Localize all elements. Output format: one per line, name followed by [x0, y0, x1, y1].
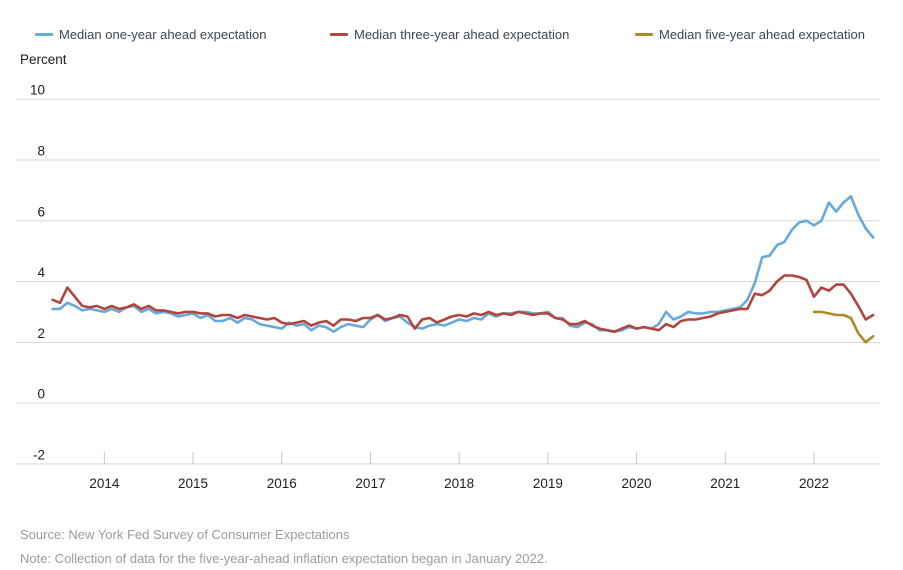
legend-item-one-year: Median one-year ahead expectation [35, 26, 266, 42]
five-year-line-swatch [635, 32, 653, 36]
legend-label-three-year: Median three-year ahead expectation [354, 26, 570, 42]
y-tick-label-2: 2 [37, 326, 45, 341]
x-tick-label-2014: 2014 [89, 476, 120, 491]
x-tick-label-2015: 2015 [178, 476, 208, 491]
legend-item-three-year: Median three-year ahead expectation [330, 26, 569, 42]
legend-item-five-year: Median five-year ahead expectation [635, 26, 865, 42]
y-tick-label-6: 6 [37, 204, 45, 219]
y-tick-label--2: -2 [33, 447, 45, 462]
series-line-one-year [51, 195, 875, 334]
one-year-line-swatch [35, 32, 53, 36]
x-tick-label-2020: 2020 [622, 476, 652, 491]
legend-label-five-year: Median five-year ahead expectation [659, 26, 865, 42]
x-tick-label-2021: 2021 [710, 476, 740, 491]
y-axis-unit-label: Percent [20, 52, 67, 67]
series-line-three-year [51, 274, 875, 334]
x-tick-label-2019: 2019 [533, 476, 563, 491]
y-tick-label-4: 4 [37, 265, 45, 280]
x-tick-label-2016: 2016 [267, 476, 297, 491]
y-tick-label-8: 8 [37, 143, 45, 158]
data-note: Note: Collection of data for the five-ye… [20, 551, 548, 566]
three-year-line-swatch [330, 32, 348, 36]
source-note: Source: New York Fed Survey of Consumer … [20, 527, 350, 542]
legend-label-one-year: Median one-year ahead expectation [59, 26, 267, 42]
y-tick-label-0: 0 [37, 387, 45, 402]
x-tick-label-2018: 2018 [444, 476, 474, 491]
x-tick-label-2022: 2022 [799, 476, 829, 491]
series-line-five-year [812, 310, 875, 344]
x-tick-label-2017: 2017 [355, 476, 385, 491]
y-tick-label-10: 10 [30, 83, 45, 98]
